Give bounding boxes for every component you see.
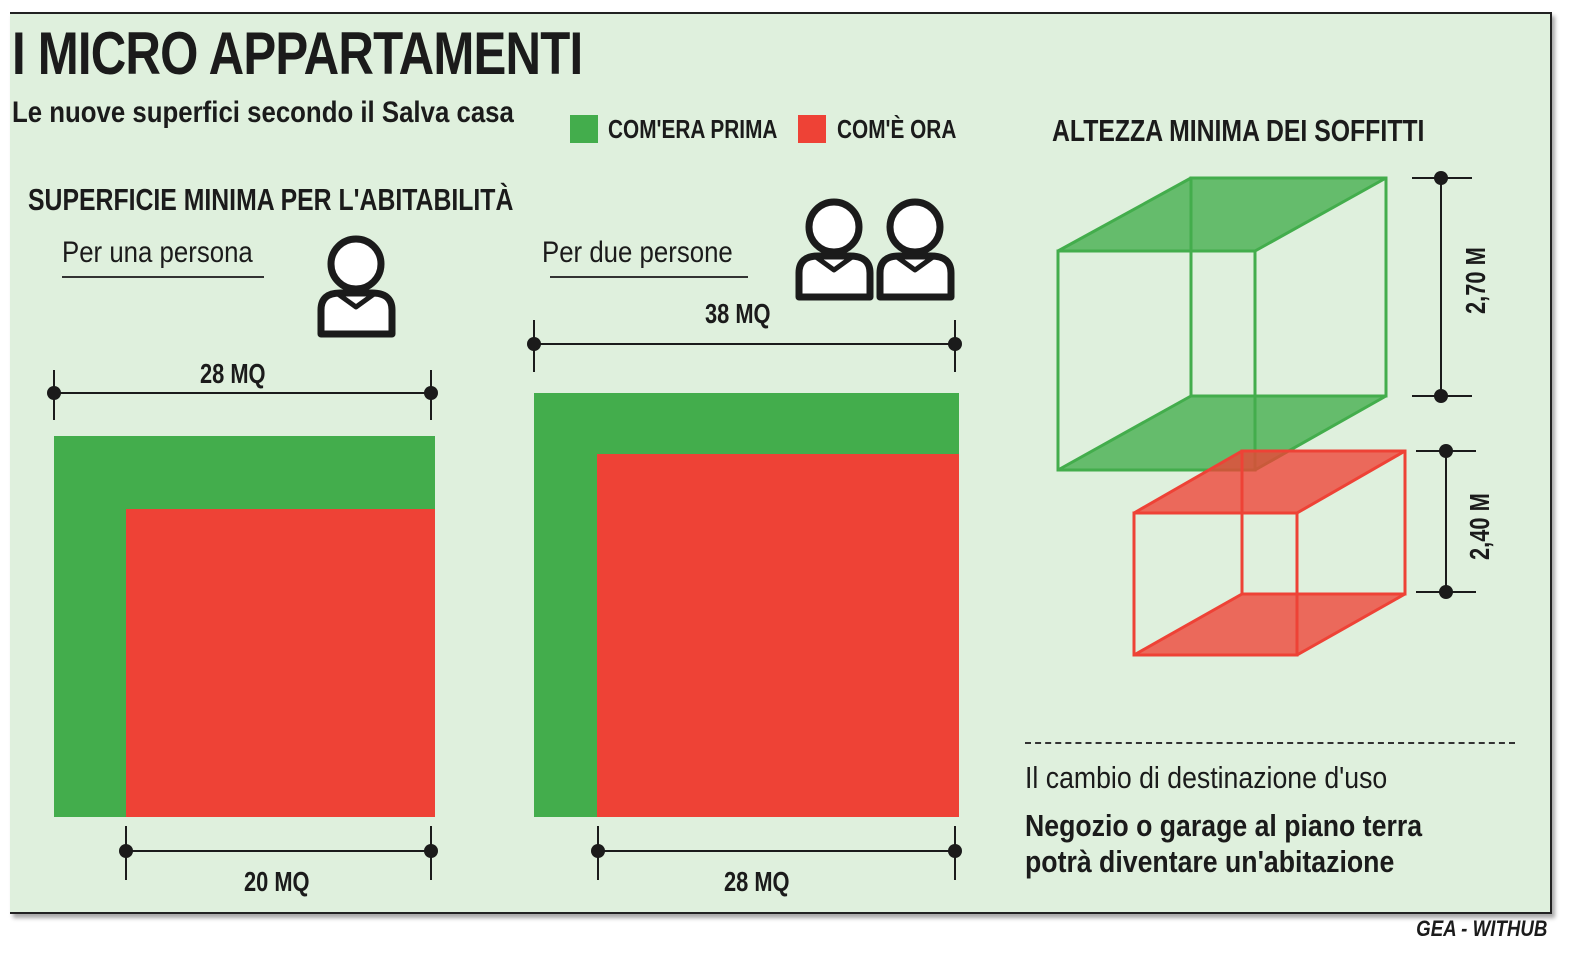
note-line-1: Il cambio di destinazione d'uso [1025,760,1388,795]
two-persons-after-dimension-line [597,826,956,880]
ceiling-before-box [1056,176,1388,472]
ceiling-heading: ALTEZZA MINIMA DEI SOFFITTI [1052,113,1425,148]
legend-after-label: COM'È ORA [837,114,957,144]
page-title: I MICRO APPARTAMENTI [12,20,583,87]
two-persons-icon [795,198,955,301]
credit: GEA - WITHUB [1415,916,1547,941]
two-persons-after-dimension-label: 28 MQ [724,866,790,897]
one-person-caption: Per una persona [62,236,253,269]
person-icon [317,235,396,338]
one-person-before-dimension-label: 28 MQ [200,358,266,389]
two-persons-before-dimension-label: 38 MQ [705,298,771,329]
note-line-2b: potrà diventare un'abitazione [1025,843,1395,879]
note-divider [1025,742,1515,744]
legend-before-label: COM'ERA PRIMA [608,114,778,144]
one-person-before-dimension-line [53,370,432,420]
one-person-after-dimension-line [125,826,432,880]
legend-after-swatch [798,115,826,143]
ceiling-after-height-line [1416,450,1476,593]
page-subtitle: Le nuove superfici secondo il Salva casa [12,96,514,129]
surface-heading: SUPERFICIE MINIMA PER L'ABITABILITÀ [28,182,514,217]
two-persons-caption: Per due persone [542,236,733,269]
ceiling-before-height-line [1412,177,1472,397]
legend-before-swatch [570,115,598,143]
ceiling-after-box [1132,449,1407,657]
two-persons-caption-underline [550,276,748,278]
two-persons-after-area [597,454,959,817]
note-line-2a: Negozio o garage al piano terra [1025,808,1423,843]
bottom-rule [10,912,1550,914]
one-person-after-dimension-label: 20 MQ [244,866,310,897]
note-line-2: Negozio o garage al piano terra potrà di… [1025,808,1422,879]
two-persons-before-dimension-line [533,320,956,372]
one-person-caption-underline [62,276,264,278]
one-person-after-area [126,509,435,817]
